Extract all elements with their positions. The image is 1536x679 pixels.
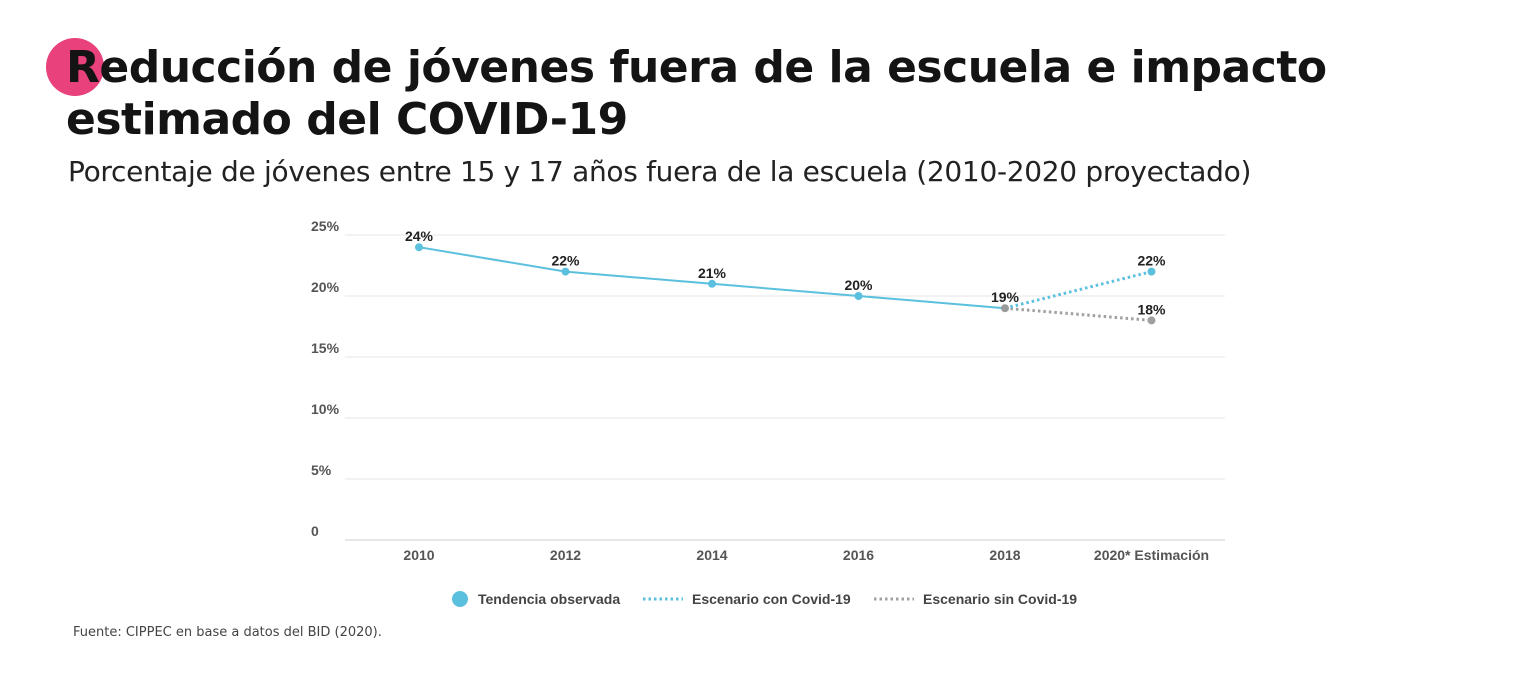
- data-point: [708, 279, 716, 288]
- data-label: 18%: [1137, 301, 1166, 317]
- x-tick-label: 2016: [843, 547, 874, 563]
- series-line: [1004, 306, 1152, 322]
- y-tick-label: 15%: [311, 340, 340, 356]
- data-point: [854, 292, 863, 300]
- data-label: 22%: [551, 253, 580, 269]
- y-tick-label: 10%: [311, 401, 340, 417]
- title-accent-dot: [46, 38, 104, 96]
- y-tick-label: 20%: [311, 279, 340, 295]
- source-note: Fuente: CIPPEC en base a datos del BID (…: [73, 625, 382, 640]
- x-tick-label: 2014: [696, 547, 727, 563]
- data-point: [1147, 316, 1156, 325]
- chart-subtitle: Porcentaje de jóvenes entre 15 y 17 años…: [68, 155, 1252, 188]
- title-line-1: Reducción de jóvenes fuera de la escuela…: [66, 42, 1327, 93]
- data-label: 21%: [698, 265, 727, 281]
- x-tick-label: 2018: [989, 547, 1020, 563]
- data-point: [1001, 304, 1009, 313]
- data-label: 22%: [1137, 253, 1166, 269]
- data-label: 24%: [405, 228, 434, 244]
- title-line-2: estimado del COVID-19: [66, 94, 628, 145]
- x-tick-label: 2020* Estimación: [1094, 547, 1209, 563]
- data-point: [1147, 267, 1156, 276]
- series-line: [1004, 270, 1152, 310]
- legend-label: Escenario con Covid-19: [692, 591, 851, 607]
- y-tick-label: 5%: [311, 462, 332, 478]
- data-label: 19%: [991, 289, 1020, 305]
- data-point: [415, 243, 423, 252]
- legend-marker: [452, 591, 468, 607]
- page-title: Reducción de jóvenes fuera de la escuela…: [66, 42, 1366, 146]
- legend-label: Escenario sin Covid-19: [923, 591, 1077, 607]
- y-tick-label: 25%: [311, 218, 340, 234]
- y-tick-label: 0: [311, 523, 319, 539]
- legend-label: Tendencia observada: [478, 591, 620, 607]
- data-point: [561, 267, 570, 276]
- data-label: 20%: [844, 277, 873, 293]
- x-tick-label: 2012: [550, 547, 581, 563]
- x-tick-label: 2010: [403, 547, 434, 563]
